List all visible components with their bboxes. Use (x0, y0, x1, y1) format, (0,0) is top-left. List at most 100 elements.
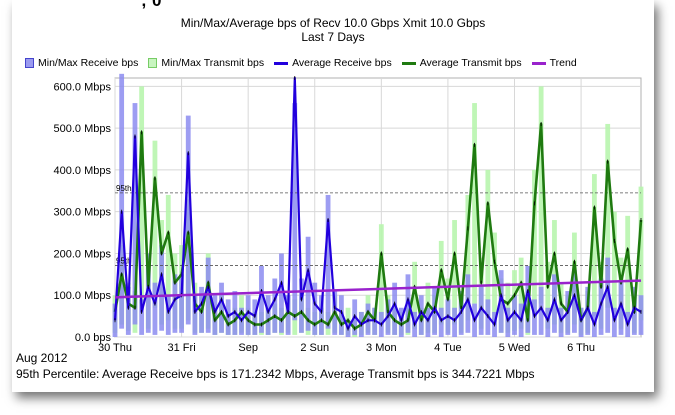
minmax-transmit-bar (638, 186, 644, 321)
legend-swatch-trend (531, 61, 546, 65)
minmax-receive-bar (558, 307, 564, 337)
minmax-transmit-bar (591, 174, 597, 317)
minmax-receive-bar (425, 307, 431, 337)
minmax-receive-bar (132, 103, 138, 325)
minmax-receive-bar (272, 278, 278, 333)
minmax-receive-bar (572, 270, 577, 333)
minmax-receive-bar (159, 245, 165, 331)
legend-item-avg-transmit: Average Transmit bps (401, 57, 522, 69)
minmax-transmit-bar (412, 261, 418, 329)
minmax-transmit-bar (378, 224, 384, 325)
legend-item-minmax-transmit: Min/Max Transmit bps (148, 57, 264, 69)
minmax-receive-bar (305, 236, 311, 331)
legend-label-avg-receive: Average Receive bps (292, 57, 392, 69)
x-tick-label: 30 Thu (98, 342, 132, 354)
minmax-receive-bar (465, 274, 471, 333)
minmax-receive-bar (578, 307, 584, 337)
minmax-receive-bar (285, 295, 291, 335)
minmax-receive-bar (172, 274, 178, 333)
avg-transmit-line (113, 122, 643, 330)
minmax-receive-bar (259, 265, 264, 333)
minmax-receive-bar (319, 295, 324, 335)
minmax-receive-bar (605, 257, 611, 333)
y-tick-label: 400.0 Mbps (54, 165, 112, 177)
legend-swatch-avg-transmit (401, 61, 416, 65)
y-tick-label: 300.0 Mbps (54, 207, 112, 219)
minmax-receive-bar (398, 307, 404, 337)
minmax-receive-bar (512, 295, 517, 335)
avg-receive-line (113, 76, 642, 330)
minmax-transmit-bar (611, 211, 617, 321)
legend-label-minmax-transmit: Min/Max Transmit bps (161, 57, 265, 69)
legend-item-trend: Trend (531, 57, 577, 69)
y-tick-label: 600.0 Mbps (54, 81, 112, 93)
minmax-transmit-bar (465, 194, 471, 321)
y-tick-label: 200.0 Mbps (54, 248, 112, 260)
minmax-receive-bar (312, 282, 318, 335)
minmax-receive-bar (452, 307, 457, 337)
minmax-receive-bar (125, 286, 131, 335)
minmax-receive-bar (338, 295, 344, 335)
x-tick-label: 3 Mon (366, 342, 397, 354)
minmax-receive-bar (545, 307, 551, 337)
minmax-receive-bar (638, 295, 644, 335)
minmax-transmit-bar (552, 220, 557, 325)
minmax-receive-bar (299, 278, 304, 333)
minmax-transmit-bar (472, 103, 477, 304)
minmax-receive-bar (145, 253, 151, 333)
minmax-receive-bar (618, 282, 624, 335)
minmax-transmit-bar (532, 169, 537, 317)
minmax-transmit-bar (625, 215, 631, 325)
percentile-summary: 95th Percentile: Average Receive bps is … (16, 367, 535, 381)
minmax-transmit-bar (545, 261, 551, 329)
minmax-transmit-bar (538, 86, 544, 304)
minmax-receive-bar (552, 274, 557, 333)
x-tick-label: 4 Tue (434, 342, 462, 354)
minmax-receive-bar (119, 73, 125, 329)
legend-swatch-minmax-receive (25, 58, 34, 68)
legend-label-avg-transmit: Average Transmit bps (419, 57, 522, 69)
minmax-receive-bar (245, 295, 251, 335)
minmax-transmit-bar (152, 140, 158, 308)
minmax-receive-bar (219, 282, 224, 333)
minmax-transmit-bar (165, 194, 171, 321)
chart-panel: ' ' , 0 Min/Max/Average bps of Recv 10.0… (12, 0, 654, 392)
chart-title: Min/Max/Average bps of Recv 10.0 Gbps Xm… (180, 16, 486, 30)
minmax-receive-bar (585, 286, 591, 335)
minmax-receive-bar (498, 270, 504, 333)
month-label: Aug 2012 (16, 351, 68, 365)
minmax-receive-bar (438, 307, 444, 337)
minmax-receive-bar (179, 274, 184, 333)
chart-legend: Min/Max Receive bps Min/Max Transmit bps… (25, 56, 587, 70)
x-tick-label: 5 Wed (499, 342, 531, 354)
minmax-transmit-bar (139, 86, 145, 304)
y-tick-label: 100.0 Mbps (54, 290, 112, 302)
legend-swatch-minmax-transmit (148, 58, 158, 68)
minmax-receive-bar (139, 299, 145, 335)
minmax-receive-bar (611, 307, 617, 337)
minmax-receive-bar (292, 103, 298, 321)
x-tick-label: Sep (238, 342, 258, 354)
legend-item-minmax-receive: Min/Max Receive bps (25, 57, 138, 69)
minmax-receive-bar (192, 295, 198, 335)
legend-label-minmax-receive: Min/Max Receive bps (38, 57, 139, 69)
minmax-receive-bar (165, 295, 171, 335)
percentile-label: 95th (116, 257, 132, 266)
minmax-transmit-bar (492, 232, 497, 325)
minmax-receive-bar (152, 282, 158, 335)
minmax-transmit-bar (438, 240, 444, 325)
cut-off-heading: ' ' , 0 (122, 0, 162, 10)
minmax-transmit-bar (605, 123, 611, 308)
x-tick-label: 31 Fri (168, 342, 196, 354)
y-tick-label: 500.0 Mbps (54, 123, 112, 135)
minmax-transmit-bar (518, 257, 524, 329)
x-tick-label: 2 Sun (300, 342, 329, 354)
minmax-receive-bar (478, 286, 484, 335)
chart-plot: 0.0 bps 100.0 Mbps 200.0 Mbps 300.0 Mbps 400… (54, 73, 644, 354)
minmax-transmit-bar (452, 220, 457, 325)
minmax-transmit-bar (485, 169, 491, 317)
minmax-receive-bar (392, 282, 398, 335)
minmax-receive-bar (505, 307, 511, 337)
y-tick-label: 0.0 bps (75, 332, 112, 344)
minmax-receive-bar (325, 194, 331, 329)
